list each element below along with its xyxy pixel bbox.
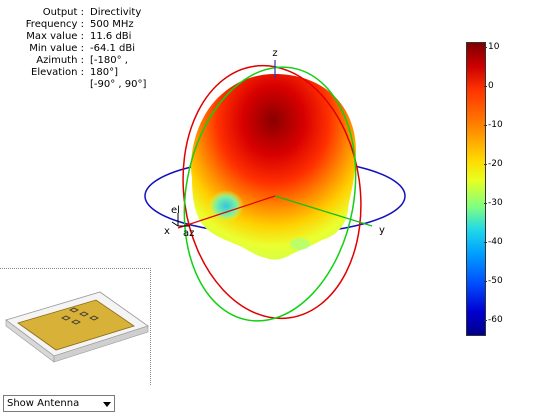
el-label: el [171, 205, 180, 216]
colorbar-tick-label: -10 [488, 120, 503, 130]
output-label: Output : [42, 7, 84, 18]
y-axis-line [274, 195, 373, 227]
x-axis-line [177, 195, 276, 229]
elevation-value: 180°] [90, 67, 118, 78]
azimuth-label: Azimuth : [36, 55, 84, 66]
elevation-cut-green [183, 66, 357, 322]
colorbar-tickmark [484, 281, 487, 282]
az-label: az [183, 228, 194, 239]
elevation-range-value: [-90° , 90°] [90, 79, 147, 90]
show-antenna-dropdown[interactable]: Show Antenna [3, 395, 115, 412]
z-axis-label: z [272, 48, 277, 59]
orientation-triad: el az [171, 205, 194, 239]
colorbar-tickmark [484, 320, 487, 321]
output-value: Directivity [90, 7, 142, 18]
antenna-patch [17, 299, 135, 351]
colorbar-tickmark [484, 242, 487, 243]
x-axis-label: x [164, 226, 170, 237]
colorbar [466, 42, 486, 336]
colorbar-tick-label: -60 [488, 315, 503, 325]
frequency-label: Frequency : [25, 19, 84, 30]
min-value: -64.1 dBi [90, 43, 136, 54]
dropdown-selected-value: Show Antenna [7, 398, 80, 409]
y-axis-label: y [379, 225, 385, 236]
colorbar-tickmark [484, 125, 487, 126]
colorbar-tickmark [484, 86, 487, 87]
elevation-label: Elevation : [31, 67, 84, 78]
colorbar-tickmark [484, 164, 487, 165]
colorbar-tick-label: 10 [488, 42, 500, 52]
colorbar-tick-label: -50 [488, 276, 503, 286]
azimuth-value: [-180° , [90, 55, 128, 66]
colorbar-tick-label: 0 [488, 81, 494, 91]
colorbar-tickmark [484, 203, 487, 204]
antenna-feed-elements [61, 307, 99, 325]
colorbar-tickmark [484, 47, 487, 48]
min-value-label: Min value : [29, 43, 84, 54]
max-value: 11.6 dBi [90, 31, 132, 42]
frequency-value: 500 MHz [90, 19, 134, 30]
colorbar-tick-label: -20 [488, 159, 503, 169]
colorbar-tick-label: -40 [488, 237, 503, 247]
chevron-down-icon[interactable] [103, 402, 111, 407]
antenna-preview-panel [0, 268, 151, 385]
colorbar-tick-label: -30 [488, 198, 503, 208]
cyan-region-small [290, 238, 310, 250]
cyan-region [208, 190, 244, 222]
max-value-label: Max value : [26, 31, 84, 42]
